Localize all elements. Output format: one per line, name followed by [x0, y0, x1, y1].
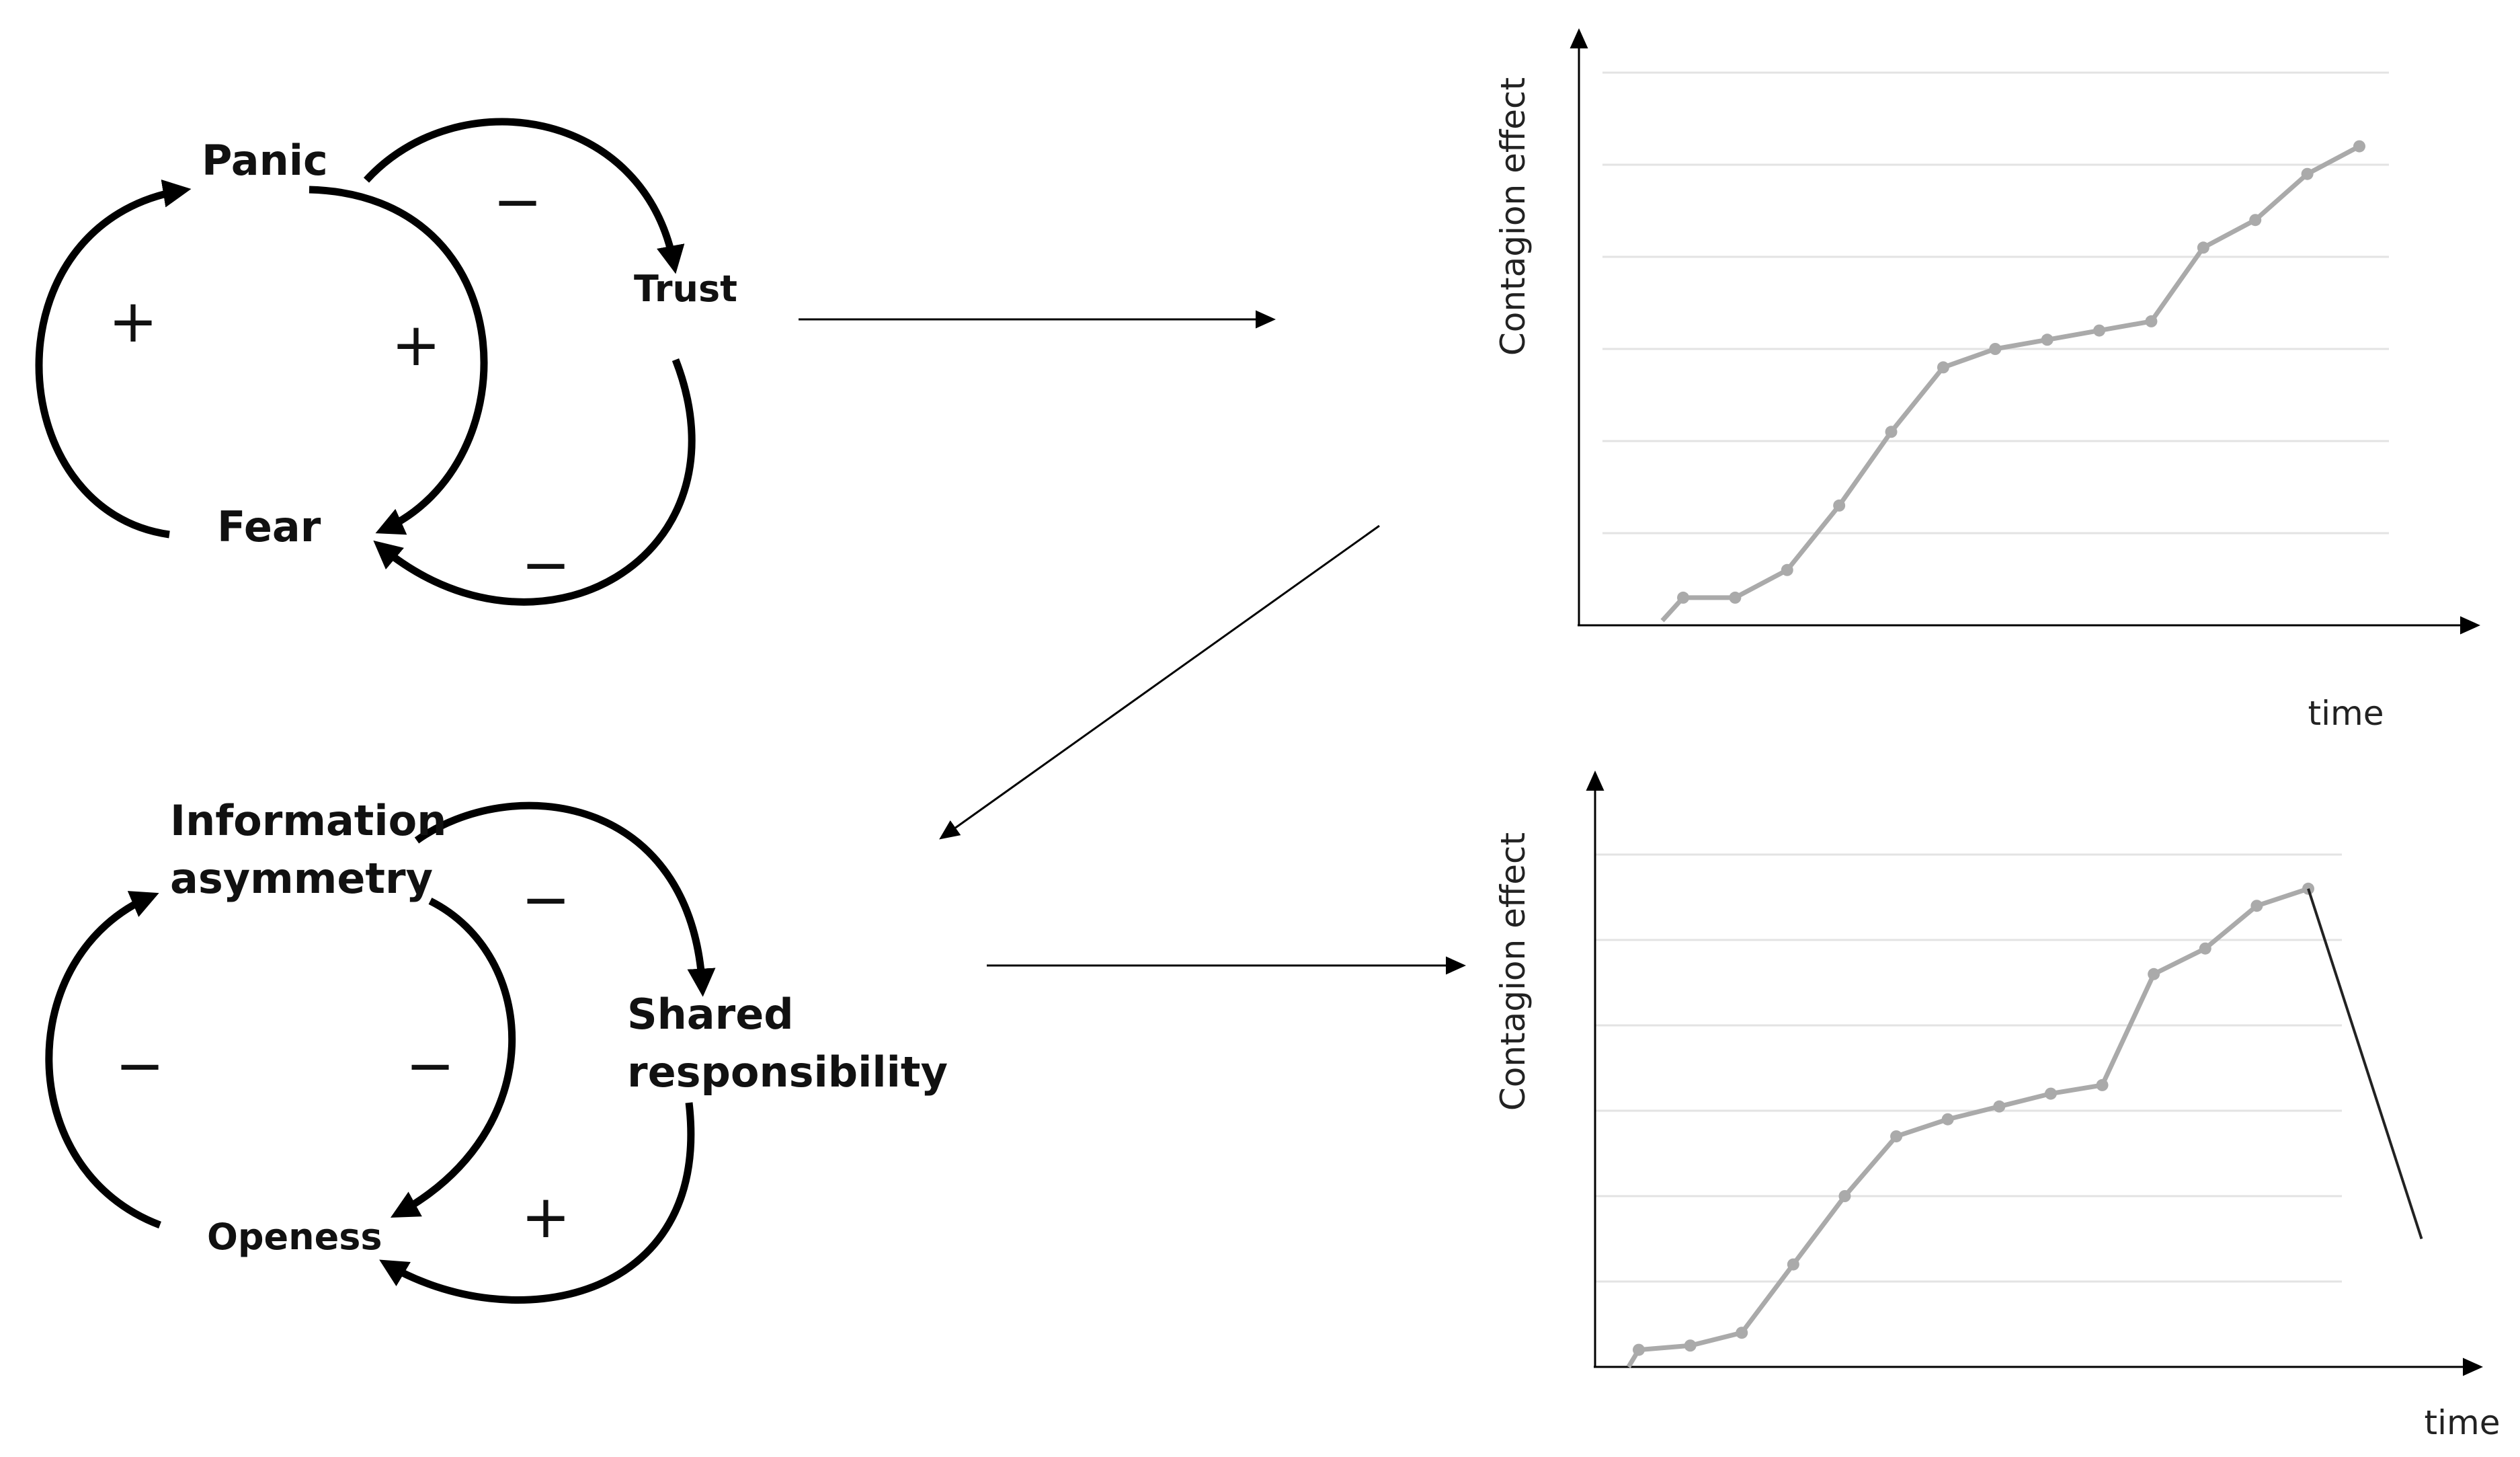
- polarity-sign: −: [493, 167, 542, 236]
- chart-series: [1660, 140, 2365, 623]
- y-axis-label: Contagion effect: [1494, 77, 1533, 356]
- decline-line: [2307, 888, 2423, 1240]
- data-point: [2148, 968, 2160, 980]
- loop-arc-trust-to-fear: [373, 358, 696, 606]
- polarity-sign: +: [391, 310, 441, 379]
- polarity-sign: −: [521, 530, 571, 599]
- data-point: [1885, 426, 1898, 438]
- loop-arc-shared-to-openess: [379, 1102, 695, 1304]
- data-point: [1633, 1343, 1645, 1356]
- loop-arc-panic-to-fear: [309, 186, 488, 535]
- node-shared-responsibility: responsibility: [627, 1048, 948, 1097]
- node-trust: Trust: [634, 268, 737, 310]
- polarity-sign: −: [521, 865, 571, 934]
- polarity-sign: +: [108, 286, 158, 356]
- contagion-chart-top: Contagion effect time: [1494, 28, 2480, 733]
- data-point: [1833, 499, 1846, 512]
- data-point: [1736, 1327, 1748, 1339]
- data-point: [2096, 1078, 2109, 1091]
- x-axis-label: time: [2425, 1403, 2501, 1442]
- y-axis-label: Contagion effect: [1494, 832, 1533, 1111]
- data-point: [2041, 333, 2054, 346]
- loop-arc-information-to-openess: [390, 898, 516, 1218]
- data-point: [1787, 1258, 1799, 1271]
- data-point: [2199, 942, 2211, 955]
- data-point: [2353, 140, 2365, 153]
- loop-arc-fear-to-panic: [35, 179, 192, 539]
- data-point: [2197, 241, 2209, 254]
- data-point: [1937, 361, 1949, 374]
- chart-series: [1626, 882, 2423, 1368]
- chart-gridlines: [1602, 71, 2389, 535]
- causal-loop-bottom: Information asymmetry Shared responsibil…: [45, 796, 948, 1304]
- data-point: [2250, 900, 2263, 912]
- node-information-asymmetry: asymmetry: [170, 854, 433, 903]
- x-axis-label: time: [2308, 694, 2384, 733]
- loop-arc-panic-to-trust: [363, 118, 685, 274]
- data-point: [1993, 1100, 2006, 1113]
- loop-arc-openess-to-information: [45, 891, 161, 1229]
- node-fear: Fear: [217, 502, 321, 551]
- data-point: [1729, 591, 1742, 604]
- contagion-chart-bottom: Contagion effect time: [1494, 771, 2501, 1442]
- node-panic: Panic: [202, 136, 328, 185]
- polarity-sign: −: [405, 1031, 455, 1100]
- data-point: [2145, 315, 2158, 327]
- data-point: [2301, 167, 2314, 180]
- data-point: [1838, 1190, 1851, 1202]
- node-openess: Openess: [207, 1216, 382, 1258]
- series-line: [1626, 886, 2310, 1368]
- chart-gridlines: [1595, 853, 2342, 1283]
- node-information-asymmetry: Information: [170, 796, 446, 845]
- data-point: [2093, 324, 2106, 337]
- arrow-top-chart-to-bottom-loop: [939, 524, 1380, 840]
- data-point: [1684, 1339, 1697, 1352]
- data-point: [1941, 1113, 1954, 1126]
- data-point: [1781, 563, 1793, 576]
- causal-loop-top: Panic Trust Fear + + − −: [35, 118, 737, 606]
- polarity-sign: +: [521, 1182, 571, 1251]
- data-point: [2249, 214, 2262, 227]
- data-point: [1989, 343, 2002, 355]
- data-point: [2044, 1087, 2057, 1100]
- polarity-sign: −: [115, 1031, 165, 1100]
- node-shared-responsibility: Shared: [627, 990, 794, 1039]
- data-point: [1890, 1130, 1903, 1143]
- loop-arc-information-to-shared: [414, 801, 716, 997]
- data-point: [1677, 591, 1689, 604]
